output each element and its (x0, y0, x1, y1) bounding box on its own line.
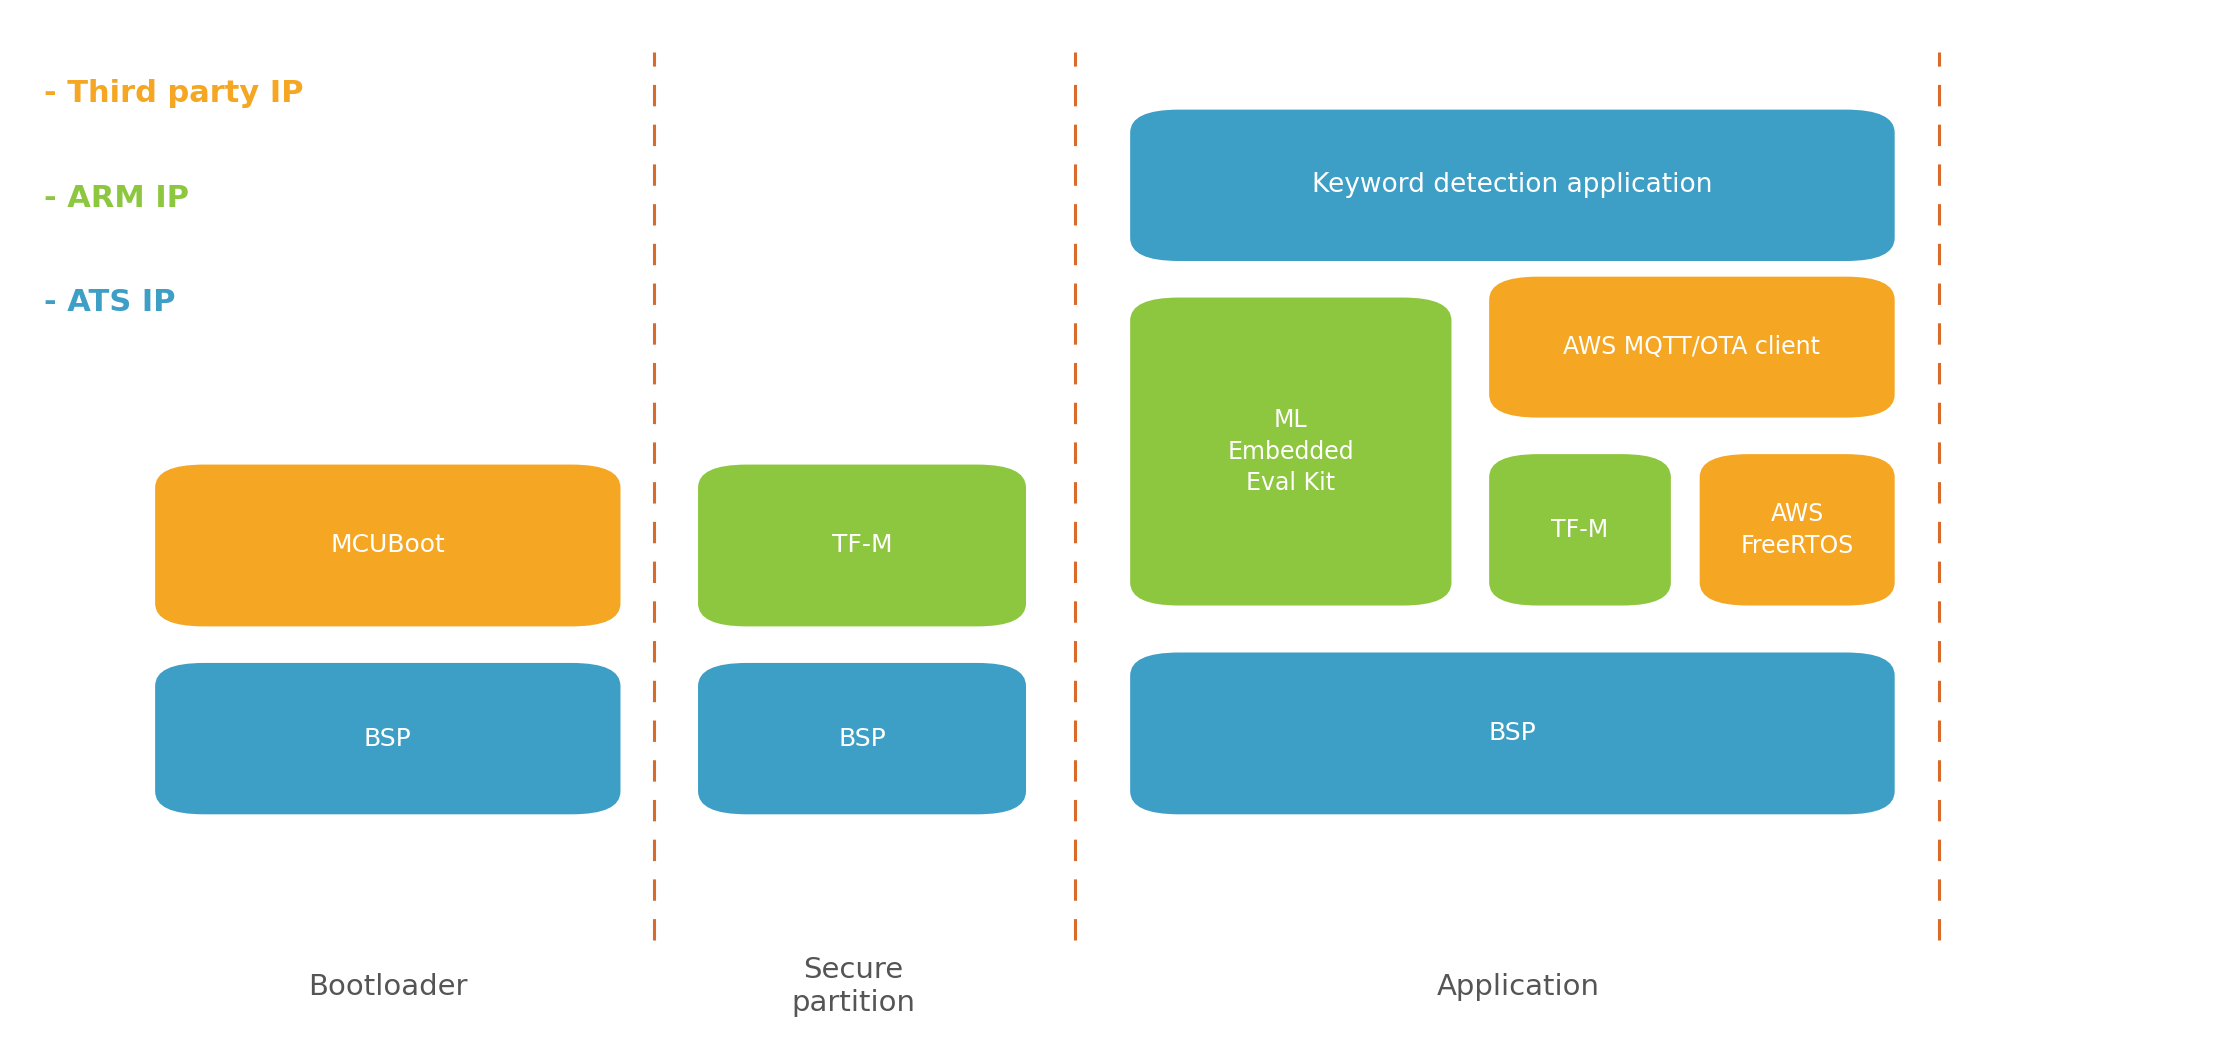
FancyBboxPatch shape (1130, 652, 1895, 814)
Text: ML
Embedded
Eval Kit: ML Embedded Eval Kit (1228, 408, 1354, 495)
Text: Application: Application (1436, 973, 1600, 1000)
Text: BSP: BSP (1489, 721, 1536, 745)
FancyBboxPatch shape (698, 465, 1026, 626)
FancyBboxPatch shape (698, 663, 1026, 814)
FancyBboxPatch shape (1130, 110, 1895, 261)
FancyBboxPatch shape (155, 663, 620, 814)
Text: TF-M: TF-M (831, 533, 893, 557)
Text: - ATS IP: - ATS IP (44, 288, 175, 317)
Text: MCUBoot: MCUBoot (330, 533, 445, 557)
Text: - Third party IP: - Third party IP (44, 79, 304, 109)
Text: - ARM IP: - ARM IP (44, 184, 188, 213)
FancyBboxPatch shape (1489, 277, 1895, 418)
Text: BSP: BSP (363, 727, 412, 751)
Text: AWS MQTT/OTA client: AWS MQTT/OTA client (1564, 335, 1819, 359)
Text: Secure
partition: Secure partition (791, 956, 915, 1017)
Text: BSP: BSP (838, 727, 886, 751)
Text: Bootloader: Bootloader (308, 973, 468, 1000)
FancyBboxPatch shape (1700, 454, 1895, 606)
Text: Keyword detection application: Keyword detection application (1312, 172, 1713, 198)
Text: AWS
FreeRTOS: AWS FreeRTOS (1740, 502, 1855, 557)
FancyBboxPatch shape (1130, 298, 1451, 606)
Text: TF-M: TF-M (1551, 518, 1609, 542)
FancyBboxPatch shape (1489, 454, 1671, 606)
FancyBboxPatch shape (155, 465, 620, 626)
